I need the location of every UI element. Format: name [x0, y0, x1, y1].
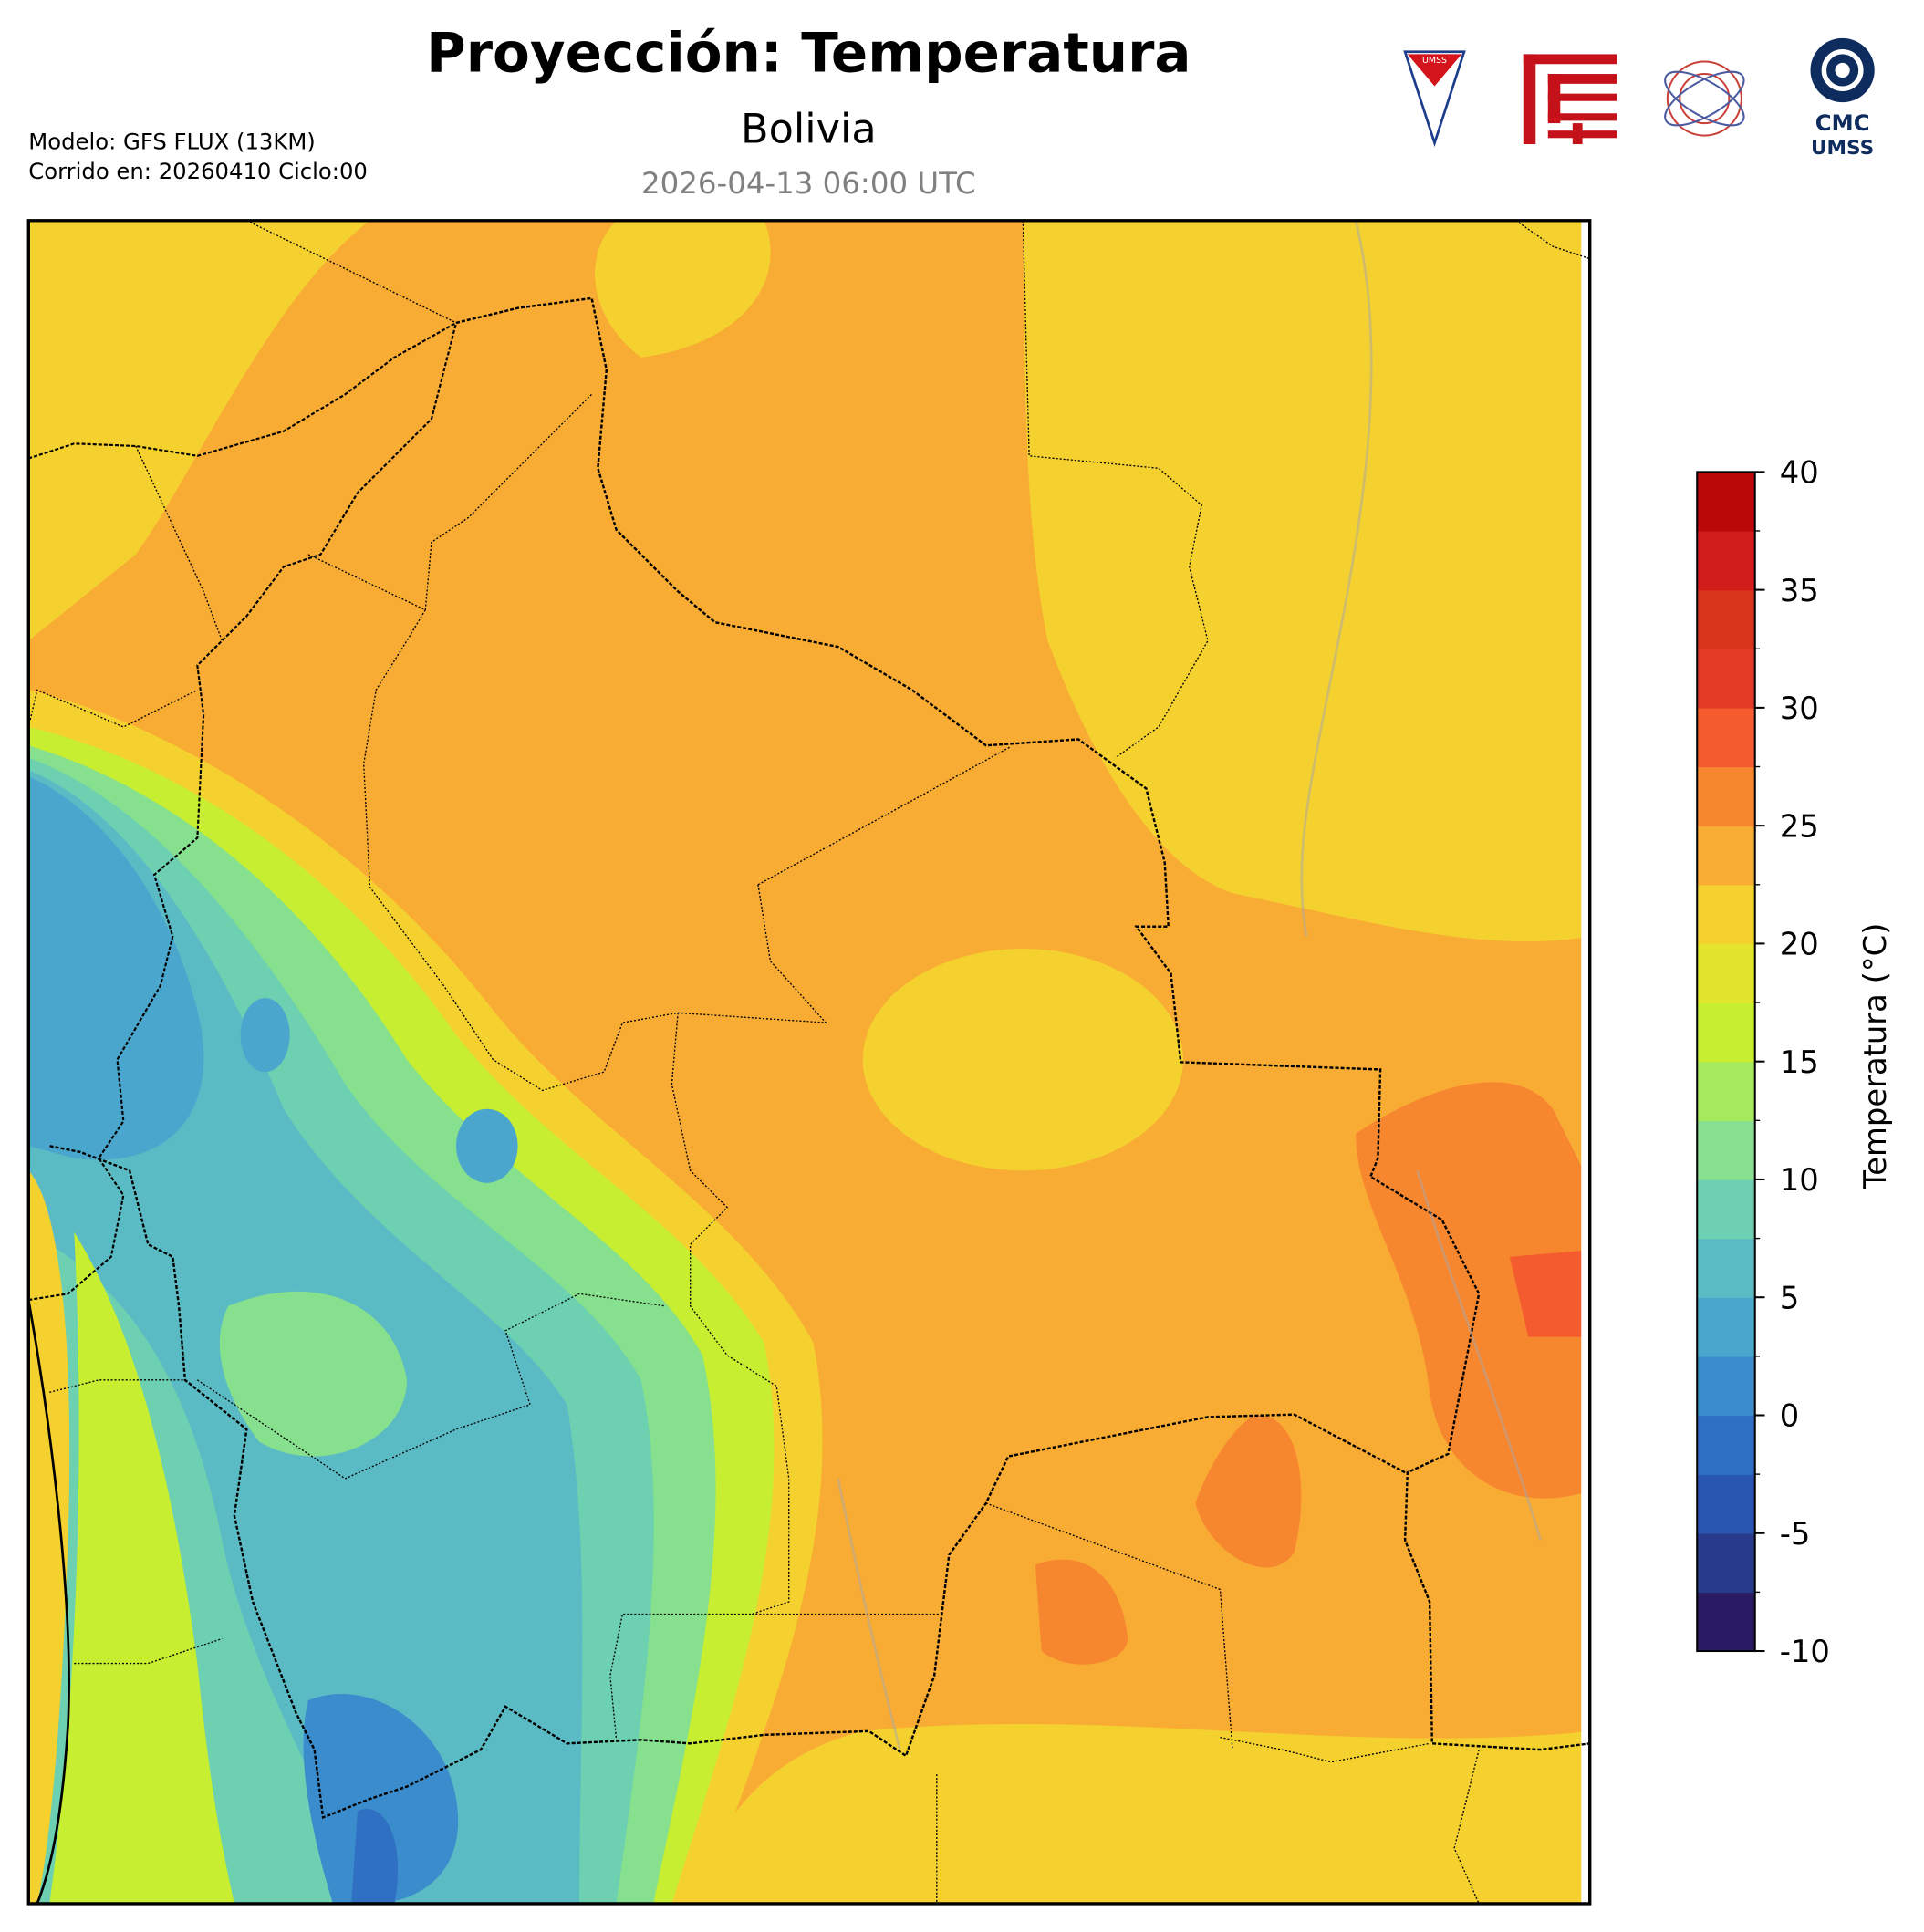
colorbar-tick-label: 0	[1780, 1398, 1799, 1434]
colorbar-tick-label: 10	[1780, 1162, 1819, 1198]
map-frame	[26, 219, 1592, 1906]
colorbar: -10 -5 0 5 10 15 20 25 30 35 40	[1696, 455, 1830, 1669]
colorbar-band	[1697, 1415, 1755, 1475]
logo-text: UMSS	[1422, 56, 1447, 66]
colorbar-band	[1697, 1238, 1755, 1298]
colorbar-tick-label: 20	[1780, 927, 1819, 962]
colorbar-band	[1697, 943, 1755, 1003]
logo-umss: UMSS	[1403, 50, 1466, 148]
colorbar-band	[1697, 1002, 1755, 1063]
run-info: Corrido en: 20260410 Ciclo:00	[28, 158, 368, 184]
borders	[28, 220, 1590, 1904]
colorbar-band	[1697, 530, 1755, 591]
colorbar-band	[1697, 589, 1755, 649]
colorbar-band	[1697, 1356, 1755, 1417]
colorbar-band	[1697, 1120, 1755, 1180]
colorbar-band	[1697, 1061, 1755, 1121]
colorbar-band	[1697, 707, 1755, 768]
colorbar-label: Temperatura (°C)	[1857, 923, 1893, 1190]
colorbar-tick-label: 25	[1780, 808, 1819, 844]
date: 2026-04-13 06:00 UTC	[641, 166, 976, 201]
temperature-field	[28, 220, 1590, 1904]
colorbar-tick-label: 15	[1780, 1044, 1819, 1080]
colorbar-band	[1697, 1297, 1755, 1357]
colorbar-tick-label: 30	[1780, 691, 1819, 726]
colorbar-band	[1697, 826, 1755, 886]
colorbar-band	[1697, 766, 1755, 826]
subtitle: Bolivia	[741, 106, 877, 153]
logo-cmc: CMC UMSS	[1810, 37, 1875, 160]
colorbar-tick-label: 40	[1780, 455, 1819, 491]
logo-fisica	[1664, 60, 1745, 137]
logo-fcyt	[1523, 54, 1617, 145]
colorbar-band	[1697, 1592, 1755, 1652]
map	[28, 220, 1590, 1904]
colorbar-band	[1697, 1474, 1755, 1534]
colorbar-band	[1697, 884, 1755, 945]
colorbar-band	[1697, 472, 1755, 532]
colorbar-tick-label: 35	[1780, 573, 1819, 608]
title: Proyección: Temperatura	[426, 22, 1191, 85]
model-info: Modelo: GFS FLUX (13KM)	[28, 128, 315, 154]
colorbar-band	[1697, 1179, 1755, 1240]
colorbar-tick-label: -10	[1780, 1634, 1830, 1669]
rivers	[837, 220, 1542, 1750]
colorbar-tick-label: -5	[1780, 1516, 1811, 1552]
colorbar-band	[1697, 1532, 1755, 1594]
colorbar-tick-label: 5	[1780, 1280, 1799, 1315]
logo-text: UMSS	[1811, 137, 1874, 160]
colorbar-band	[1697, 649, 1755, 709]
logo-text: CMC	[1815, 109, 1870, 136]
